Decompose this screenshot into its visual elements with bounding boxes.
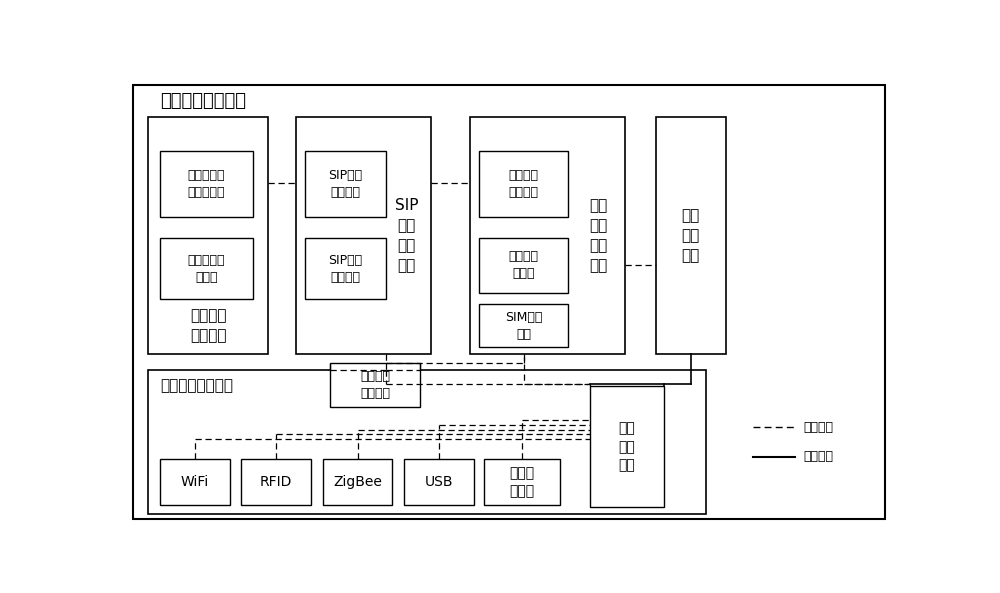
Bar xyxy=(479,151,568,217)
Text: 标识映射
管理模块: 标识映射 管理模块 xyxy=(190,308,227,343)
Bar xyxy=(323,459,392,505)
Text: 接口
控制
功能: 接口 控制 功能 xyxy=(618,421,635,472)
Bar xyxy=(656,117,726,354)
Bar xyxy=(330,364,420,407)
Text: 数据
收发
模块: 数据 收发 模块 xyxy=(682,208,700,263)
Text: RFID: RFID xyxy=(260,475,292,489)
Text: USB: USB xyxy=(425,475,453,489)
Text: 本地注册
管理模块: 本地注册 管理模块 xyxy=(360,370,390,400)
Bar xyxy=(241,459,311,505)
Text: 媒体数据: 媒体数据 xyxy=(803,451,833,464)
Text: 本地标识映
射存储模块: 本地标识映 射存储模块 xyxy=(188,169,225,199)
Bar xyxy=(305,151,386,217)
Text: 协同融合接入网关: 协同融合接入网关 xyxy=(160,92,246,110)
Bar xyxy=(296,117,431,354)
Text: 本地会话
策略库: 本地会话 策略库 xyxy=(509,250,539,280)
Text: 主机标识生
成模块: 主机标识生 成模块 xyxy=(188,254,225,283)
Bar xyxy=(160,459,230,505)
Bar xyxy=(470,117,625,354)
Text: 本地会话
控制模块: 本地会话 控制模块 xyxy=(509,169,539,199)
Bar xyxy=(590,386,664,507)
Text: ZigBee: ZigBee xyxy=(333,475,382,489)
Text: SIP信令
转换模块: SIP信令 转换模块 xyxy=(328,254,363,283)
Text: SIP
信令
管理
模块: SIP 信令 管理 模块 xyxy=(395,198,418,273)
Bar xyxy=(160,238,253,299)
Bar xyxy=(305,238,386,299)
Bar xyxy=(484,459,560,505)
Text: SIM读取
模块: SIM读取 模块 xyxy=(505,311,542,341)
Bar xyxy=(148,117,268,354)
Text: 控制信令: 控制信令 xyxy=(803,421,833,434)
Text: 底层接口管理模块: 底层接口管理模块 xyxy=(160,378,233,394)
Bar xyxy=(404,459,474,505)
Bar xyxy=(479,304,568,347)
Bar xyxy=(479,238,568,292)
Text: SIP信令
收发模块: SIP信令 收发模块 xyxy=(328,169,363,199)
Text: WiFi: WiFi xyxy=(181,475,209,489)
Text: 本地
会话
管理
模块: 本地 会话 管理 模块 xyxy=(589,198,608,273)
Bar xyxy=(148,370,706,514)
Bar xyxy=(160,151,253,217)
Text: 其他可
选接口: 其他可 选接口 xyxy=(509,466,534,498)
